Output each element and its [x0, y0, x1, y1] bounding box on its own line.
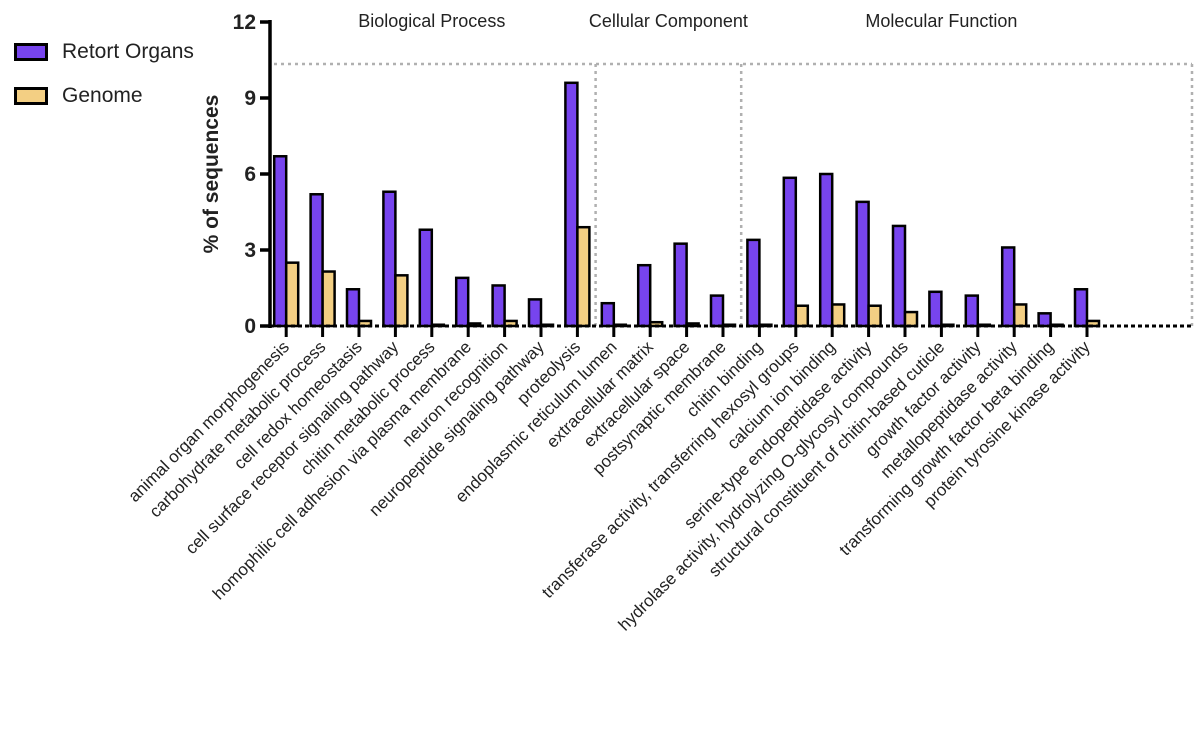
- bar-genome: [940, 323, 955, 328]
- bar-retort-organs: [600, 301, 616, 328]
- legend-item-genome: Genome: [14, 74, 194, 118]
- group-title: Molecular Function: [865, 11, 1017, 31]
- legend-swatch-genome: [14, 87, 48, 105]
- bar-genome: [576, 225, 591, 328]
- legend-item-retort-organs: Retort Organs: [14, 30, 194, 74]
- bar-retort-organs: [309, 193, 324, 328]
- legend-swatch-retort-organs: [14, 43, 48, 61]
- y-axis-title: % of sequences: [200, 95, 223, 254]
- bar-retort-organs: [1037, 312, 1052, 328]
- legend-label-retort-organs: Retort Organs: [62, 40, 194, 63]
- bar-genome: [321, 270, 336, 328]
- y-tick-label: 12: [233, 11, 256, 34]
- bar-retort-organs: [527, 298, 543, 328]
- bar-retort-organs: [345, 288, 361, 328]
- bar-retort-organs: [673, 242, 688, 328]
- bar-retort-organs: [454, 276, 470, 328]
- group-title: Biological Process: [358, 11, 505, 31]
- bar-retort-organs: [818, 172, 834, 328]
- bar-genome: [394, 274, 409, 328]
- legend-label-genome: Genome: [62, 84, 143, 107]
- bar-genome: [830, 303, 846, 328]
- group-title: Cellular Component: [589, 11, 748, 31]
- y-tick-label: 6: [244, 163, 256, 186]
- bar-retort-organs: [928, 290, 943, 328]
- bar-retort-organs: [636, 263, 652, 328]
- legend: Retort Organs Genome: [14, 30, 194, 118]
- bar-retort-organs: [782, 176, 798, 328]
- y-tick-label: 3: [244, 239, 256, 262]
- bar-retort-organs: [564, 81, 579, 328]
- y-tick-label: 0: [244, 315, 256, 338]
- bar-genome: [794, 304, 810, 328]
- bar-retort-organs: [382, 190, 397, 328]
- bar-retort-organs: [1073, 288, 1089, 328]
- bar-genome: [758, 323, 773, 328]
- bar-retort-organs: [891, 224, 907, 328]
- y-tick-label: 9: [244, 87, 256, 110]
- bar-genome: [284, 261, 300, 328]
- bar-genome: [867, 304, 882, 328]
- bar-retort-organs: [746, 238, 761, 328]
- bar-retort-organs: [418, 228, 434, 328]
- bar-genome: [1012, 303, 1028, 328]
- bar-retort-organs: [272, 155, 288, 328]
- bar-retort-organs: [964, 294, 980, 328]
- bar-retort-organs: [709, 294, 725, 328]
- bar-retort-organs: [491, 284, 506, 328]
- bar-retort-organs: [855, 200, 870, 328]
- bar-retort-organs: [1000, 246, 1016, 328]
- bar-genome: [903, 310, 919, 328]
